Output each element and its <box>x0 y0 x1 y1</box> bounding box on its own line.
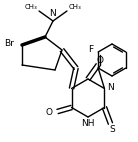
Text: N: N <box>50 9 56 18</box>
Text: F: F <box>88 44 93 54</box>
Text: O: O <box>96 56 104 64</box>
Text: NH: NH <box>81 120 95 129</box>
Text: S: S <box>110 125 115 134</box>
Text: O: O <box>46 108 53 117</box>
Text: Br: Br <box>4 38 14 48</box>
Text: CH₃: CH₃ <box>24 4 37 10</box>
Text: CH₃: CH₃ <box>69 4 82 10</box>
Text: N: N <box>108 83 114 92</box>
